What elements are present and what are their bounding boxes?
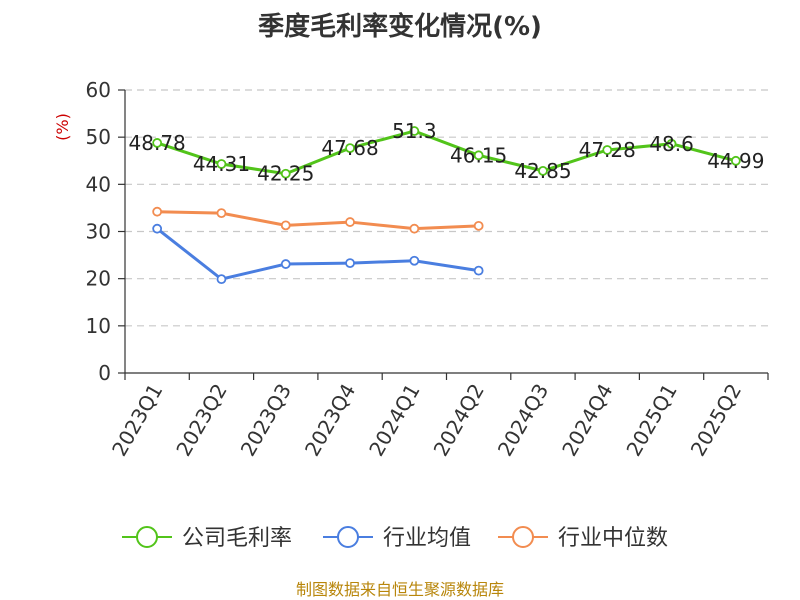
data-point	[216, 208, 227, 219]
data-point	[152, 206, 163, 217]
legend-label: 行业均值	[383, 526, 471, 551]
y-axis-label: (%)	[53, 113, 72, 141]
data-point	[473, 150, 484, 161]
data-point	[152, 223, 163, 234]
legend-item: 行业均值	[323, 526, 471, 551]
data-point	[409, 255, 420, 266]
data-point	[280, 168, 291, 179]
x-tick-label: 2023Q4	[300, 380, 360, 461]
legend-item: 行业中位数	[498, 526, 668, 551]
data-label: 44.99	[707, 149, 764, 173]
x-tick-label: 2023Q3	[236, 380, 296, 461]
data-point	[345, 217, 355, 227]
x-tick-label: 2023Q2	[171, 380, 231, 461]
data-point	[216, 274, 227, 285]
x-tick-label: 2024Q2	[429, 380, 489, 461]
data-label: 46.15	[450, 143, 507, 167]
series-line	[156, 129, 737, 176]
y-tick-label: 60	[86, 78, 111, 102]
x-tick-label: 2025Q2	[686, 380, 746, 461]
data-point	[409, 223, 420, 234]
data-point	[666, 138, 677, 149]
data-label: 48.78	[129, 131, 186, 155]
series-2	[152, 206, 484, 234]
data-point	[216, 159, 227, 169]
legend-marker	[136, 526, 158, 548]
x-tick-label: 2025Q1	[621, 380, 681, 461]
y-tick-label: 10	[86, 314, 111, 338]
grid-lines	[125, 89, 768, 327]
legend-label: 行业中位数	[558, 526, 668, 551]
data-point	[280, 220, 291, 231]
source-note: 制图数据来自恒生聚源数据库	[296, 580, 504, 599]
data-point	[602, 145, 613, 155]
data-label: 42.85	[514, 159, 571, 183]
x-tick-label: 2023Q1	[107, 380, 167, 461]
legend-marker	[337, 526, 359, 548]
y-tick-label: 0	[98, 361, 111, 385]
data-label: 42.25	[257, 162, 314, 186]
x-tick-label: 2024Q1	[364, 380, 424, 461]
data-point	[280, 259, 291, 269]
series-0	[152, 126, 741, 179]
data-point	[473, 220, 484, 231]
legend-label: 公司毛利率	[182, 526, 292, 551]
legend-marker	[512, 526, 534, 548]
series-line	[157, 210, 479, 231]
data-label: 44.31	[193, 152, 250, 176]
data-point	[473, 265, 484, 276]
y-tick-label: 20	[86, 267, 111, 291]
data-label: 47.68	[321, 136, 378, 160]
data-point	[345, 258, 355, 269]
y-tick-label: 50	[86, 125, 111, 149]
data-label: 51.3	[392, 119, 437, 143]
y-tick-label: 30	[86, 220, 111, 244]
y-tick-label: 40	[86, 172, 111, 196]
data-point	[538, 165, 548, 176]
series-layer	[152, 126, 741, 285]
data-labels: 48.78 44.31 42.25 47.68 51.3 46.15 42.85 47.28 4…	[129, 119, 765, 186]
series-1	[152, 223, 484, 285]
legend: 公司毛利率 行业均值 行业中位数	[122, 526, 668, 551]
chart-title: 季度毛利率变化情况(%)	[258, 11, 542, 42]
data-point	[152, 138, 163, 148]
legend-item: 公司毛利率	[122, 526, 292, 551]
data-label: 47.28	[579, 138, 636, 162]
data-label: 48.6	[649, 132, 694, 156]
x-tick-label: 2024Q3	[493, 380, 553, 461]
data-point	[345, 143, 355, 154]
x-tick-label: 2024Q4	[557, 380, 617, 461]
data-point	[730, 155, 741, 166]
series-line	[156, 227, 479, 281]
data-point	[409, 126, 420, 136]
